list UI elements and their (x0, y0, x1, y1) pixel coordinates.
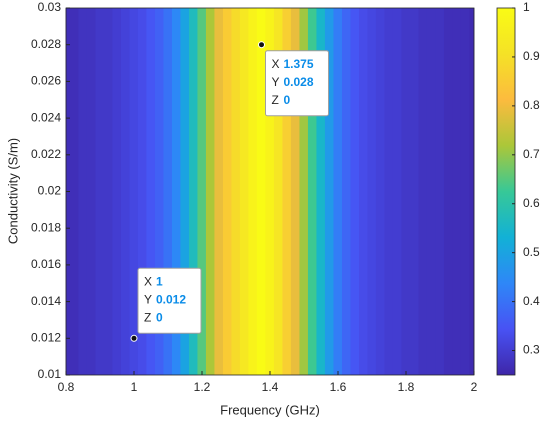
colorbar-tick-label: 0.7 (523, 147, 540, 161)
colorbar-tick-label: 0.9 (523, 49, 540, 63)
colorbar (496, 7, 516, 376)
colorbar-tick-label: 1 (523, 0, 530, 14)
heat-cell (418, 8, 428, 375)
heat-cell (341, 8, 352, 375)
y-tick-label: 0.014 (31, 294, 61, 308)
datatip-marker (258, 41, 265, 49)
y-axis-label: Conductivity (S/m) (5, 138, 20, 244)
colorbar-tick-label: 0.6 (523, 196, 540, 210)
y-tick-label: 0.01 (38, 367, 62, 381)
x-tick-label: 1 (131, 380, 138, 394)
datatip-box (265, 50, 329, 117)
heat-cell (248, 8, 258, 375)
heat-cell (120, 8, 131, 375)
heat-cell (299, 8, 309, 375)
heat-cell (375, 8, 386, 375)
heat-cell (358, 8, 369, 375)
heat-cell (401, 8, 411, 375)
heat-cell (324, 8, 335, 375)
colorbar-tick-label: 0.5 (523, 245, 540, 259)
y-tick-label: 0.022 (31, 147, 61, 161)
y-tick-label: 0.026 (31, 74, 61, 88)
heat-cell (86, 8, 97, 375)
datatip-value: 0.028 (284, 75, 314, 89)
colorbar-tick-label: 0.8 (523, 98, 540, 112)
y-tick-label: 0.02 (38, 184, 62, 198)
y-tick-label: 0.028 (31, 37, 61, 51)
datatip-label: Y (272, 75, 280, 89)
heat-cell (409, 8, 420, 375)
heat-cell (426, 8, 437, 375)
x-tick-label: 1.4 (262, 380, 279, 394)
heat-cell (350, 8, 360, 375)
datatip-value: 0 (284, 93, 291, 107)
y-tick-label: 0.018 (31, 220, 61, 234)
y-tick-label: 0.024 (31, 110, 61, 124)
heat-cell (256, 8, 267, 375)
heat-cell (137, 8, 148, 375)
x-tick-label: 1.2 (194, 380, 211, 394)
heat-cell (333, 8, 343, 375)
heat-cell (460, 8, 471, 375)
heat-cell (103, 8, 114, 375)
heat-cell (163, 8, 173, 375)
heat-cell (188, 8, 199, 375)
heat-cell (435, 8, 445, 375)
heat-cell (205, 8, 216, 375)
heat-cell (222, 8, 233, 375)
datatip-value: 0 (156, 310, 163, 324)
heat-cell (171, 8, 182, 375)
heat-cell (69, 8, 80, 375)
heat-cell (290, 8, 301, 375)
datatip-label: Y (144, 292, 152, 306)
heat-cell (146, 8, 156, 375)
y-tick-label: 0.03 (38, 0, 62, 14)
x-axis-label: Frequency (GHz) (220, 402, 320, 417)
datatip-value: 1.375 (284, 57, 314, 71)
heat-cell (307, 8, 318, 375)
heat-cell (443, 8, 454, 375)
heat-cell (112, 8, 122, 375)
x-tick-label: 2 (471, 380, 478, 394)
heat-cell (214, 8, 224, 375)
heat-cell (95, 8, 105, 375)
x-tick-label: 1.8 (398, 380, 415, 394)
datatip-label: Z (272, 93, 279, 107)
datatip-label: Z (144, 310, 151, 324)
datatip-label: X (144, 274, 152, 288)
x-tick-label: 1.6 (330, 380, 347, 394)
datatip-value: 0.012 (156, 292, 186, 306)
colorbar-tick-label: 0.3 (523, 343, 540, 357)
heat-cell (197, 8, 207, 375)
heat-cell (367, 8, 377, 375)
heat-cell (231, 8, 241, 375)
heat-cell (392, 8, 403, 375)
y-tick-label: 0.012 (31, 330, 61, 344)
heat-cell (273, 8, 284, 375)
datatip-marker (130, 334, 138, 342)
colorbar-tick-label: 0.4 (523, 294, 540, 308)
y-tick-label: 0.016 (31, 257, 61, 271)
heat-cell (78, 8, 88, 375)
heat-cell (384, 8, 394, 375)
datatip-label: X (272, 57, 280, 71)
heat-cell (265, 8, 275, 375)
datatip-value: 1 (156, 274, 163, 288)
heat-cell (469, 8, 475, 375)
x-tick-label: 0.8 (58, 380, 75, 394)
datatip-box (137, 267, 202, 334)
heat-cell (180, 8, 190, 375)
heat-cell (282, 8, 292, 375)
heat-cell (316, 8, 326, 375)
heat-cell (154, 8, 165, 375)
heat-cell (452, 8, 462, 375)
heat-cell (239, 8, 250, 375)
heat-cell (129, 8, 139, 375)
